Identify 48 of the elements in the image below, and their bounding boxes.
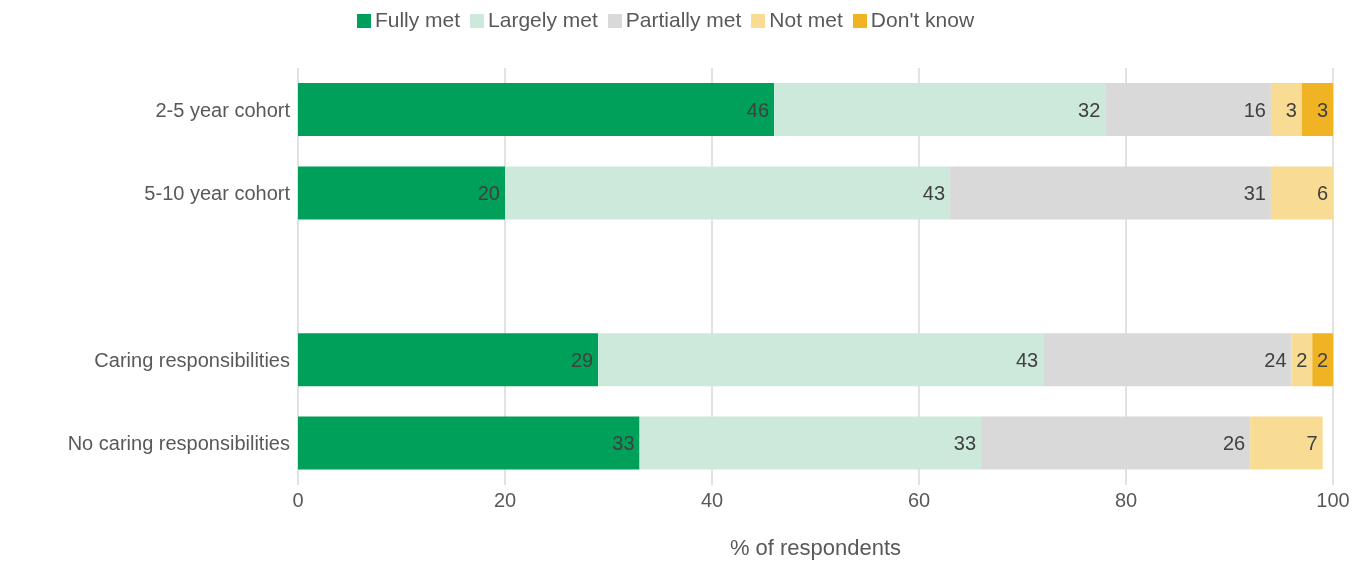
data-label: 26 [1222, 432, 1246, 455]
x-axis-title: % of respondents [729, 535, 902, 560]
bar [298, 83, 775, 137]
data-label: 33 [612, 432, 635, 455]
data-label: 46 [746, 98, 770, 121]
legend-label: Don't know [870, 8, 975, 31]
bar [505, 166, 951, 220]
data-label: 24 [1264, 348, 1287, 371]
x-tick-label: 20 [493, 489, 517, 512]
bar [639, 416, 982, 470]
bar [774, 83, 1106, 137]
y-tick-label: Caring responsibilities [94, 349, 290, 371]
data-label: 43 [1015, 348, 1039, 371]
data-label: 2 [1296, 348, 1308, 371]
data-label: 29 [570, 348, 594, 371]
y-tick-label: No caring responsibilities [67, 432, 290, 455]
data-label: 7 [1306, 432, 1318, 455]
data-label: 3 [1316, 98, 1328, 121]
bar [1291, 333, 1313, 387]
bar [298, 166, 505, 220]
x-tick-label: 100 [1316, 489, 1350, 512]
x-tick-label: 60 [907, 489, 931, 512]
bar [1270, 166, 1333, 220]
data-label: 43 [922, 182, 946, 205]
bar [1301, 83, 1333, 137]
data-label: 16 [1243, 98, 1266, 121]
y-tick-label: 5-10 year cohort [144, 182, 291, 205]
bar [298, 333, 599, 387]
data-label: 33 [953, 432, 977, 455]
data-label: 20 [477, 182, 500, 205]
legend-label: Fully met [374, 8, 461, 31]
bar [1270, 83, 1302, 137]
legend-label: Not met [769, 8, 843, 31]
legend-label: Partially met [625, 8, 742, 31]
x-tick-label: 0 [292, 489, 304, 512]
bar [298, 416, 640, 470]
bar [1250, 416, 1323, 470]
data-label: 31 [1243, 182, 1266, 205]
bar [1312, 333, 1333, 387]
data-label: 3 [1285, 98, 1297, 121]
bar [598, 333, 1044, 387]
x-tick-label: 40 [700, 489, 724, 512]
legend-label: Largely met [488, 8, 598, 31]
y-tick-label: 2-5 year cohort [155, 98, 291, 121]
data-label: 32 [1078, 98, 1101, 121]
x-tick-label: 80 [1114, 489, 1138, 512]
data-label: 6 [1316, 182, 1328, 205]
data-label: 2 [1316, 348, 1328, 371]
